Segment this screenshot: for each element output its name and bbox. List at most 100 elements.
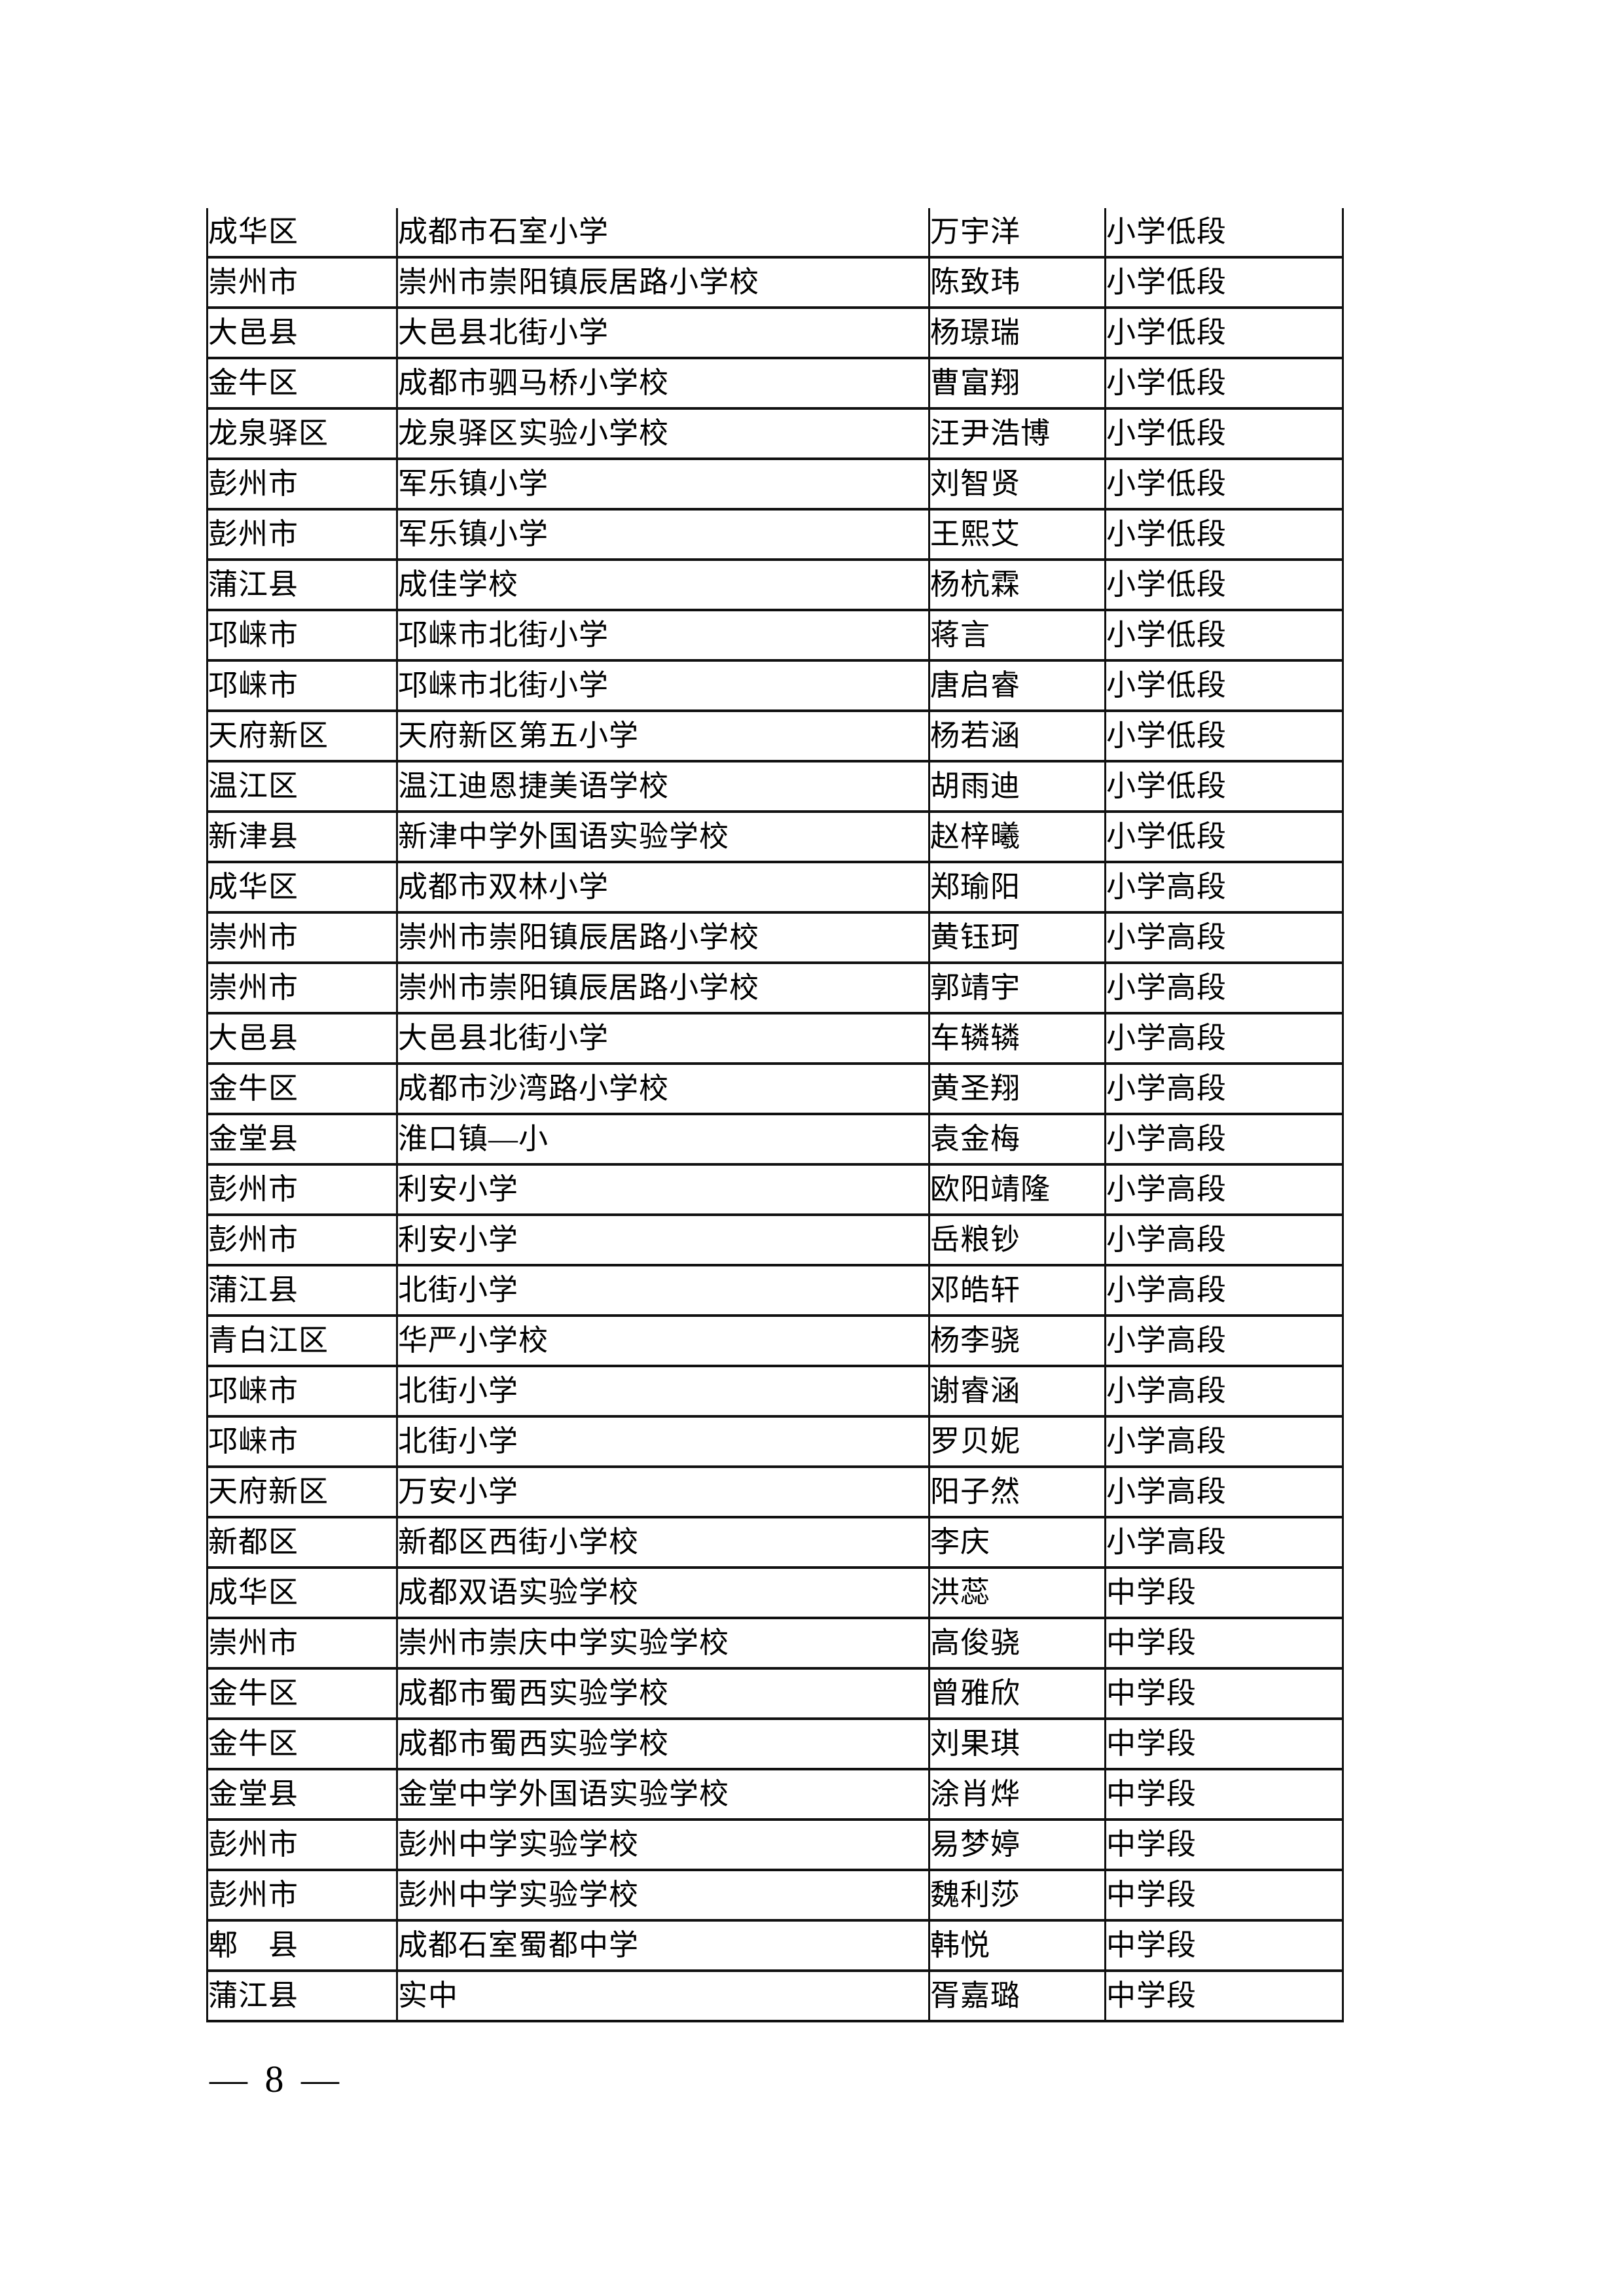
cell-district: 金牛区 (206, 1062, 398, 1115)
cell-name: 汪尹浩博 (928, 407, 1106, 460)
cell-name: 黄钰珂 (928, 911, 1106, 964)
cell-school: 军乐镇小学 (396, 508, 930, 561)
cell-level: 小学高段 (1104, 861, 1344, 914)
table-row: 大邑县 大邑县北街小学 车辚辚 小学高段 (206, 1012, 1344, 1065)
table-row: 成华区 成都市双林小学 郑瑜阳 小学高段 (206, 861, 1344, 914)
cell-level: 小学低段 (1104, 208, 1344, 259)
cell-district: 金牛区 (206, 1667, 398, 1720)
cell-school: 成都市石室小学 (396, 208, 930, 259)
cell-district: 金堂县 (206, 1768, 398, 1821)
cell-district: 彭州市 (206, 1869, 398, 1922)
cell-level: 小学低段 (1104, 558, 1344, 611)
table-row: 郫 县成都石室蜀都中学 韩悦 中学段 (206, 1919, 1344, 1972)
cell-school: 崇州市崇阳镇辰居路小学校 (396, 911, 930, 964)
cell-name: 黄圣翔 (928, 1062, 1106, 1115)
table-row: 彭州市 军乐镇小学 刘智贤 小学低段 (206, 457, 1344, 511)
cell-district: 崇州市 (206, 911, 398, 964)
cell-level: 中学段 (1104, 1818, 1344, 1871)
table-row: 彭州市 军乐镇小学 王熙艾 小学低段 (206, 508, 1344, 561)
table-row: 金堂县 淮口镇—小 袁金梅 小学高段 (206, 1113, 1344, 1166)
table-row: 新都区 新都区西街小学校 李庆 小学高段 (206, 1516, 1344, 1569)
cell-school: 北街小学 (396, 1365, 930, 1418)
cell-level: 中学段 (1104, 1617, 1344, 1670)
cell-level: 小学高段 (1104, 1163, 1344, 1216)
cell-district: 青白江区 (206, 1314, 398, 1367)
cell-school: 万安小学 (396, 1465, 930, 1518)
cell-name: 韩悦 (928, 1919, 1106, 1972)
cell-name: 王熙艾 (928, 508, 1106, 561)
cell-name: 杨若涵 (928, 709, 1106, 762)
cell-name: 蒋言 (928, 609, 1106, 662)
cell-school: 邛崃市北街小学 (396, 609, 930, 662)
cell-district: 天府新区 (206, 1465, 398, 1518)
table-row: 天府新区 万安小学 阳子然 小学高段 (206, 1465, 1344, 1518)
cell-school: 崇州市崇庆中学实验学校 (396, 1617, 930, 1670)
cell-school: 成都市蜀西实验学校 (396, 1717, 930, 1770)
table-row: 彭州市 彭州中学实验学校 易梦婷 中学段 (206, 1818, 1344, 1871)
cell-level: 小学高段 (1104, 1365, 1344, 1418)
cell-level: 小学低段 (1104, 760, 1344, 813)
table-row: 金牛区 成都市沙湾路小学校 黄圣翔 小学高段 (206, 1062, 1344, 1115)
cell-name: 曹富翔 (928, 357, 1106, 410)
table-row: 邛崃市 邛崃市北街小学 唐启睿 小学低段 (206, 659, 1344, 712)
table-row: 邛崃市 北街小学 罗贝妮 小学高段 (206, 1415, 1344, 1468)
cell-level: 小学低段 (1104, 407, 1344, 460)
cell-district: 天府新区 (206, 709, 398, 762)
cell-name: 胥嘉璐 (928, 1969, 1106, 2022)
cell-school: 北街小学 (396, 1415, 930, 1468)
table-row: 彭州市 利安小学 欧阳靖隆 小学高段 (206, 1163, 1344, 1216)
cell-level: 小学高段 (1104, 1113, 1344, 1166)
cell-school: 龙泉驿区实验小学校 (396, 407, 930, 460)
cell-level: 小学低段 (1104, 357, 1344, 410)
table-row: 金堂县 金堂中学外国语实验学校 涂肖烨 中学段 (206, 1768, 1344, 1821)
cell-school: 北街小学 (396, 1264, 930, 1317)
cell-school: 崇州市崇阳镇辰居路小学校 (396, 256, 930, 309)
table-row: 金牛区 成都市蜀西实验学校 曾雅欣 中学段 (206, 1667, 1344, 1720)
cell-district: 蒲江县 (206, 1264, 398, 1317)
cell-district: 彭州市 (206, 457, 398, 511)
cell-district: 邛崃市 (206, 1415, 398, 1468)
cell-name: 岳粮钞 (928, 1213, 1106, 1266)
cell-level: 小学高段 (1104, 1465, 1344, 1518)
cell-district: 成华区 (206, 1566, 398, 1619)
table-row: 成华区 成都双语实验学校 洪蕊 中学段 (206, 1566, 1344, 1619)
table-row: 崇州市 崇州市崇阳镇辰居路小学校 郭靖宇 小学高段 (206, 961, 1344, 1014)
cell-school: 成都市双林小学 (396, 861, 930, 914)
table-row: 崇州市 崇州市崇阳镇辰居路小学校 陈致玮 小学低段 (206, 256, 1344, 309)
cell-level: 小学高段 (1104, 1415, 1344, 1468)
cell-school: 大邑县北街小学 (396, 306, 930, 359)
cell-school: 邛崃市北街小学 (396, 659, 930, 712)
cell-district: 蒲江县 (206, 1969, 398, 2022)
table-row: 龙泉驿区 龙泉驿区实验小学校 汪尹浩博 小学低段 (206, 407, 1344, 460)
cell-level: 中学段 (1104, 1969, 1344, 2022)
cell-name: 杨李骁 (928, 1314, 1106, 1367)
cell-level: 小学低段 (1104, 709, 1344, 762)
cell-name: 魏利莎 (928, 1869, 1106, 1922)
cell-school: 彭州中学实验学校 (396, 1869, 930, 1922)
cell-district: 大邑县 (206, 1012, 398, 1065)
cell-school: 淮口镇—小 (396, 1113, 930, 1166)
cell-name: 陈致玮 (928, 256, 1106, 309)
cell-name: 邓皓轩 (928, 1264, 1106, 1317)
cell-district: 大邑县 (206, 306, 398, 359)
cell-level: 小学低段 (1104, 508, 1344, 561)
cell-school: 成都市蜀西实验学校 (396, 1667, 930, 1720)
cell-name: 洪蕊 (928, 1566, 1106, 1619)
cell-level: 小学高段 (1104, 1012, 1344, 1065)
cell-district: 彭州市 (206, 1818, 398, 1871)
cell-level: 小学高段 (1104, 1264, 1344, 1317)
cell-level: 小学高段 (1104, 961, 1344, 1014)
cell-school: 成都市驷马桥小学校 (396, 357, 930, 410)
cell-name: 刘智贤 (928, 457, 1106, 511)
cell-district: 新都区 (206, 1516, 398, 1569)
table-row: 崇州市 崇州市崇庆中学实验学校 高俊骁 中学段 (206, 1617, 1344, 1670)
cell-school: 崇州市崇阳镇辰居路小学校 (396, 961, 930, 1014)
cell-district: 彭州市 (206, 1213, 398, 1266)
cell-name: 赵梓曦 (928, 810, 1106, 863)
cell-level: 小学低段 (1104, 609, 1344, 662)
table-row: 崇州市 崇州市崇阳镇辰居路小学校 黄钰珂 小学高段 (206, 911, 1344, 964)
cell-name: 杨杭霖 (928, 558, 1106, 611)
table-row: 天府新区 天府新区第五小学 杨若涵 小学低段 (206, 709, 1344, 762)
student-roster-table: 成华区 成都市石室小学 万宇洋 小学低段 崇州市 崇州市崇阳镇辰居路小学校 陈致玮 小学低段大… (206, 208, 1344, 2022)
